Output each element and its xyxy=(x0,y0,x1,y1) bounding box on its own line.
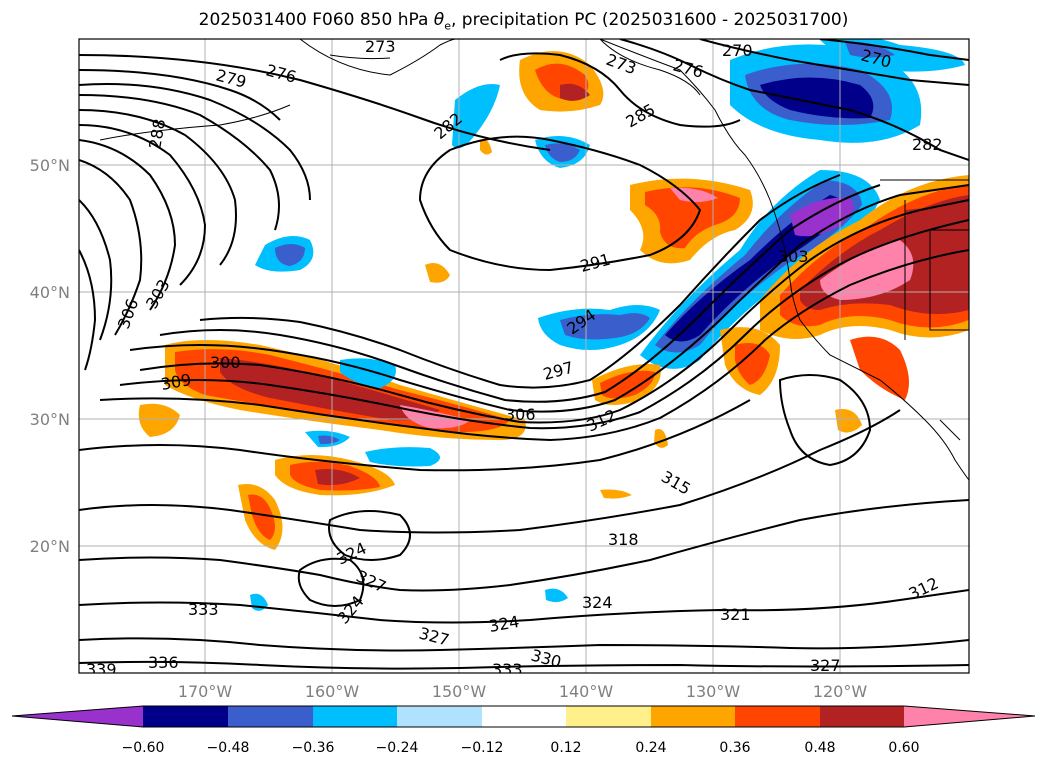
lat-label-50n: 50°N xyxy=(30,156,70,175)
colorbar: −0.60 −0.48 −0.36 −0.24 −0.12 0.12 0.24 … xyxy=(11,705,1036,756)
colorbar-tick: −0.12 xyxy=(461,740,504,756)
lon-label-160w: 160°W xyxy=(305,682,360,701)
colorbar-tick: 0.36 xyxy=(719,740,750,756)
lon-label-140w: 140°W xyxy=(559,682,614,701)
colorbar-tick: 0.60 xyxy=(888,740,919,756)
map-title: 2025031400 F060 850 hPa θe, precipitatio… xyxy=(0,10,1047,32)
colorbar-tick: −0.48 xyxy=(207,740,250,756)
gridlines xyxy=(79,39,969,673)
lat-label-40n: 40°N xyxy=(30,283,70,302)
lon-label-170w: 170°W xyxy=(178,682,233,701)
contour-label: 333 xyxy=(492,660,523,679)
colorbar-extend-low xyxy=(12,706,143,727)
lon-label-130w: 130°W xyxy=(686,682,741,701)
coastlines xyxy=(99,39,969,481)
title-subscript: e xyxy=(444,19,451,33)
lon-label-150w: 150°W xyxy=(432,682,487,701)
contour-label: 318 xyxy=(608,530,639,549)
colorbar-tick: −0.24 xyxy=(376,740,419,756)
title-suffix: , precipitation PC (2025031600 - 2025031… xyxy=(450,10,849,30)
contour-label: 306 xyxy=(505,405,536,424)
contour-label: 273 xyxy=(365,37,396,56)
contour-label: 336 xyxy=(148,653,179,672)
contour-label: 303 xyxy=(778,247,809,266)
lat-label-30n: 30°N xyxy=(30,410,70,429)
contour-label: 324 xyxy=(582,593,613,612)
colorbar-swatch xyxy=(313,706,397,727)
colorbar-swatch xyxy=(228,706,313,727)
title-theta: θ xyxy=(433,10,445,30)
contour-label: 333 xyxy=(188,600,219,619)
colorbar-tick: −0.36 xyxy=(292,740,335,756)
plot-frame xyxy=(78,38,970,674)
lon-axis: 170°W 160°W 150°W 140°W 130°W 120°W xyxy=(178,682,868,701)
theta-e-contours xyxy=(79,39,969,670)
colorbar-extend-high xyxy=(904,706,1035,727)
colorbar-tick: 0.48 xyxy=(804,740,835,756)
lon-label-120w: 120°W xyxy=(813,682,868,701)
contour-label: 282 xyxy=(912,135,943,154)
colorbar-swatch xyxy=(397,706,482,727)
colorbar-tick: 0.12 xyxy=(550,740,581,756)
colorbar-tick: −0.60 xyxy=(122,740,165,756)
contour-label: 300 xyxy=(210,353,241,372)
title-prefix: 2025031400 F060 850 hPa xyxy=(198,10,434,30)
colorbar-tick: 0.24 xyxy=(635,740,666,756)
colorbar-outline xyxy=(11,705,1036,728)
contour-label: 270 xyxy=(722,41,753,60)
colorbar-swatch xyxy=(143,706,228,727)
colorbar-swatch xyxy=(651,706,735,727)
lat-label-20n: 20°N xyxy=(30,537,70,556)
colorbar-swatch xyxy=(735,706,820,727)
contour-label: 321 xyxy=(720,605,751,624)
colorbar-swatch xyxy=(482,706,566,727)
contour-label: 339 xyxy=(86,660,117,679)
colorbar-swatch xyxy=(820,706,904,727)
colorbar-swatch xyxy=(566,706,651,727)
lat-axis: 50°N 40°N 30°N 20°N xyxy=(30,156,70,556)
contour-label: 327 xyxy=(810,656,841,675)
